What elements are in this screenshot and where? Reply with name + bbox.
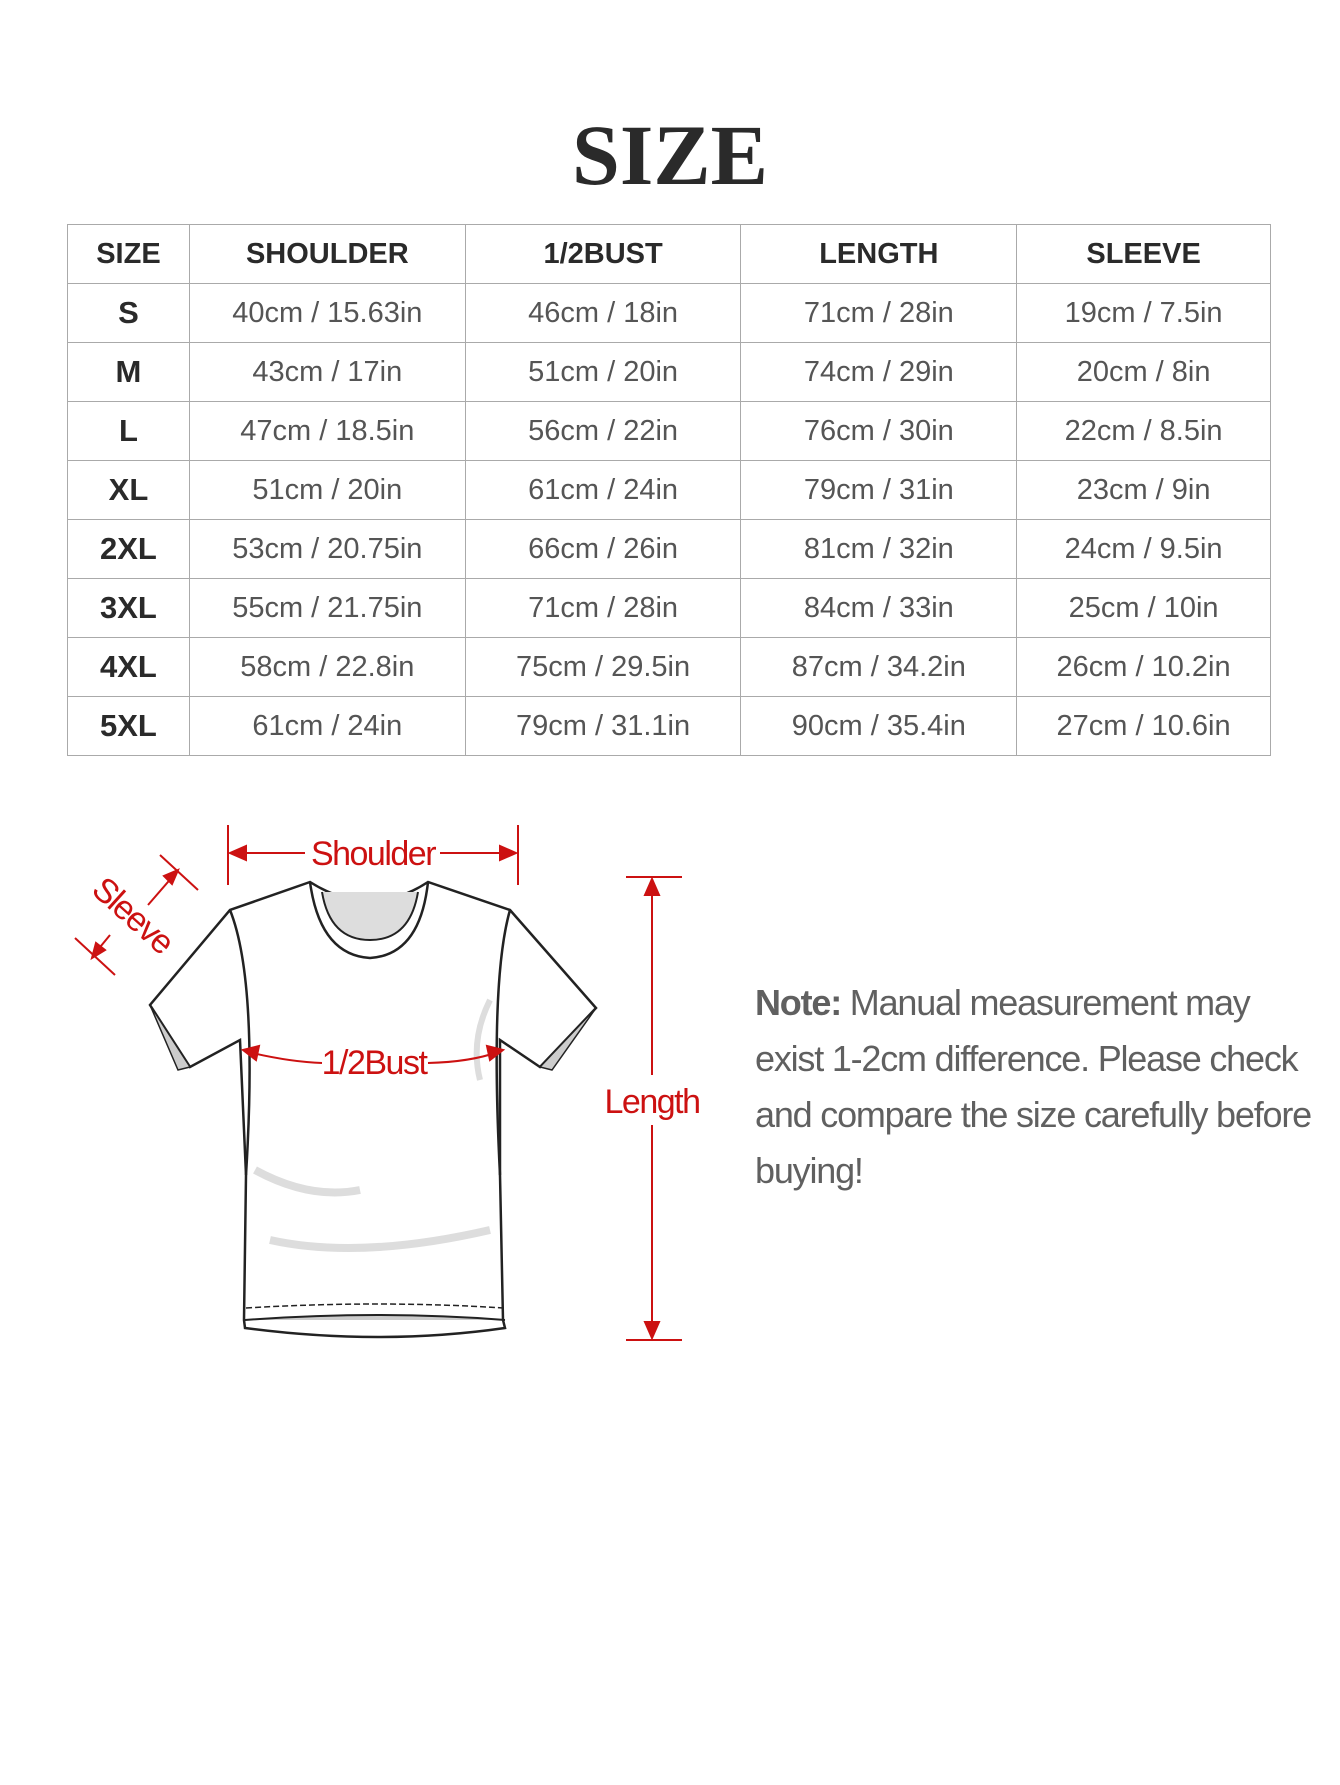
measurement-cell: 84cm / 33in [740,578,1018,638]
measurement-cell: 71cm / 28in [740,283,1018,343]
measurement-cell: 75cm / 29.5in [464,637,742,697]
table-row: 4XL 58cm / 22.8in 75cm / 29.5in 87cm / 34.2… [67,637,1271,697]
measurement-cell: 25cm / 10in [1016,578,1271,638]
measurement-cell: 79cm / 31.1in [464,696,742,756]
measurement-note: Note: Manual measurement may exist 1-2cm… [755,975,1315,1199]
measurement-cell: 24cm / 9.5in [1016,519,1271,579]
measurement-cell: 26cm / 10.2in [1016,637,1271,697]
size-cell: 5XL [67,696,190,756]
table-row: M 43cm / 17in 51cm / 20in 74cm / 29in 20cm /… [67,342,1271,402]
measurement-cell: 23cm / 9in [1016,460,1271,520]
table-row: S 40cm / 15.63in 46cm / 18in 71cm / 28in 19c… [67,283,1271,343]
size-cell: L [67,401,190,461]
measurement-cell: 55cm / 21.75in [188,578,466,638]
measurement-cell: 61cm / 24in [188,696,466,756]
measurement-cell: 90cm / 35.4in [740,696,1018,756]
size-cell: 4XL [67,637,190,697]
measurement-cell: 51cm / 20in [464,342,742,402]
column-header: 1/2BUST [464,224,742,284]
note-prefix: Note: [755,982,842,1023]
measurement-cell: 53cm / 20.75in [188,519,466,579]
size-cell: M [67,342,190,402]
tshirt-illustration [148,880,598,1339]
measurement-arrows [74,825,682,1341]
measurement-cell: 47cm / 18.5in [188,401,466,461]
size-cell: 2XL [67,519,190,579]
size-chart-table: SIZE SHOULDER 1/2BUST LENGTH SLEEVE S 40cm / … [67,224,1271,756]
measurement-cell: 20cm / 8in [1016,342,1271,402]
measurement-cell: 56cm / 22in [464,401,742,461]
column-header: SLEEVE [1016,224,1271,284]
table-row: 2XL 53cm / 20.75in 66cm / 26in 81cm / 32in 2… [67,519,1271,579]
measurement-cell: 81cm / 32in [740,519,1018,579]
measurement-cell: 19cm / 7.5in [1016,283,1271,343]
measurement-cell: 87cm / 34.2in [740,637,1018,697]
table-row: 5XL 61cm / 24in 79cm / 31.1in 90cm / 35.4in… [67,696,1271,756]
measurement-cell: 76cm / 30in [740,401,1018,461]
table-header-row: SIZE SHOULDER 1/2BUST LENGTH SLEEVE [67,224,1271,284]
measurement-cell: 22cm / 8.5in [1016,401,1271,461]
column-header: SHOULDER [188,224,466,284]
column-header: LENGTH [740,224,1018,284]
measurement-cell: 27cm / 10.6in [1016,696,1271,756]
measurement-cell: 74cm / 29in [740,342,1018,402]
note-text: Manual measurement may exist 1-2cm diffe… [755,982,1312,1191]
measurement-cell: 79cm / 31in [740,460,1018,520]
measurement-cell: 43cm / 17in [188,342,466,402]
measurement-cell: 51cm / 20in [188,460,466,520]
measurement-cell: 58cm / 22.8in [188,637,466,697]
measurement-cell: 46cm / 18in [464,283,742,343]
column-header: SIZE [67,224,190,284]
length-label: Length [605,1083,700,1121]
table-row: L 47cm / 18.5in 56cm / 22in 76cm / 30in 22cm… [67,401,1271,461]
tshirt-measurement-diagram: Shoulder Sleeve 1/2Bust Length [74,825,701,1341]
table-row: XL 51cm / 20in 61cm / 24in 79cm / 31in 23cm … [67,460,1271,520]
measurement-cell: 61cm / 24in [464,460,742,520]
size-cell: XL [67,460,190,520]
page-title: SIZE [571,107,769,203]
measurement-cell: 71cm / 28in [464,578,742,638]
bust-label: 1/2Bust [322,1044,429,1082]
size-cell: S [67,283,190,343]
size-cell: 3XL [67,578,190,638]
table-row: 3XL 55cm / 21.75in 71cm / 28in 84cm / 33in 2… [67,578,1271,638]
measurement-cell: 40cm / 15.63in [188,283,466,343]
measurement-cell: 66cm / 26in [464,519,742,579]
shoulder-label: Shoulder [311,835,436,873]
